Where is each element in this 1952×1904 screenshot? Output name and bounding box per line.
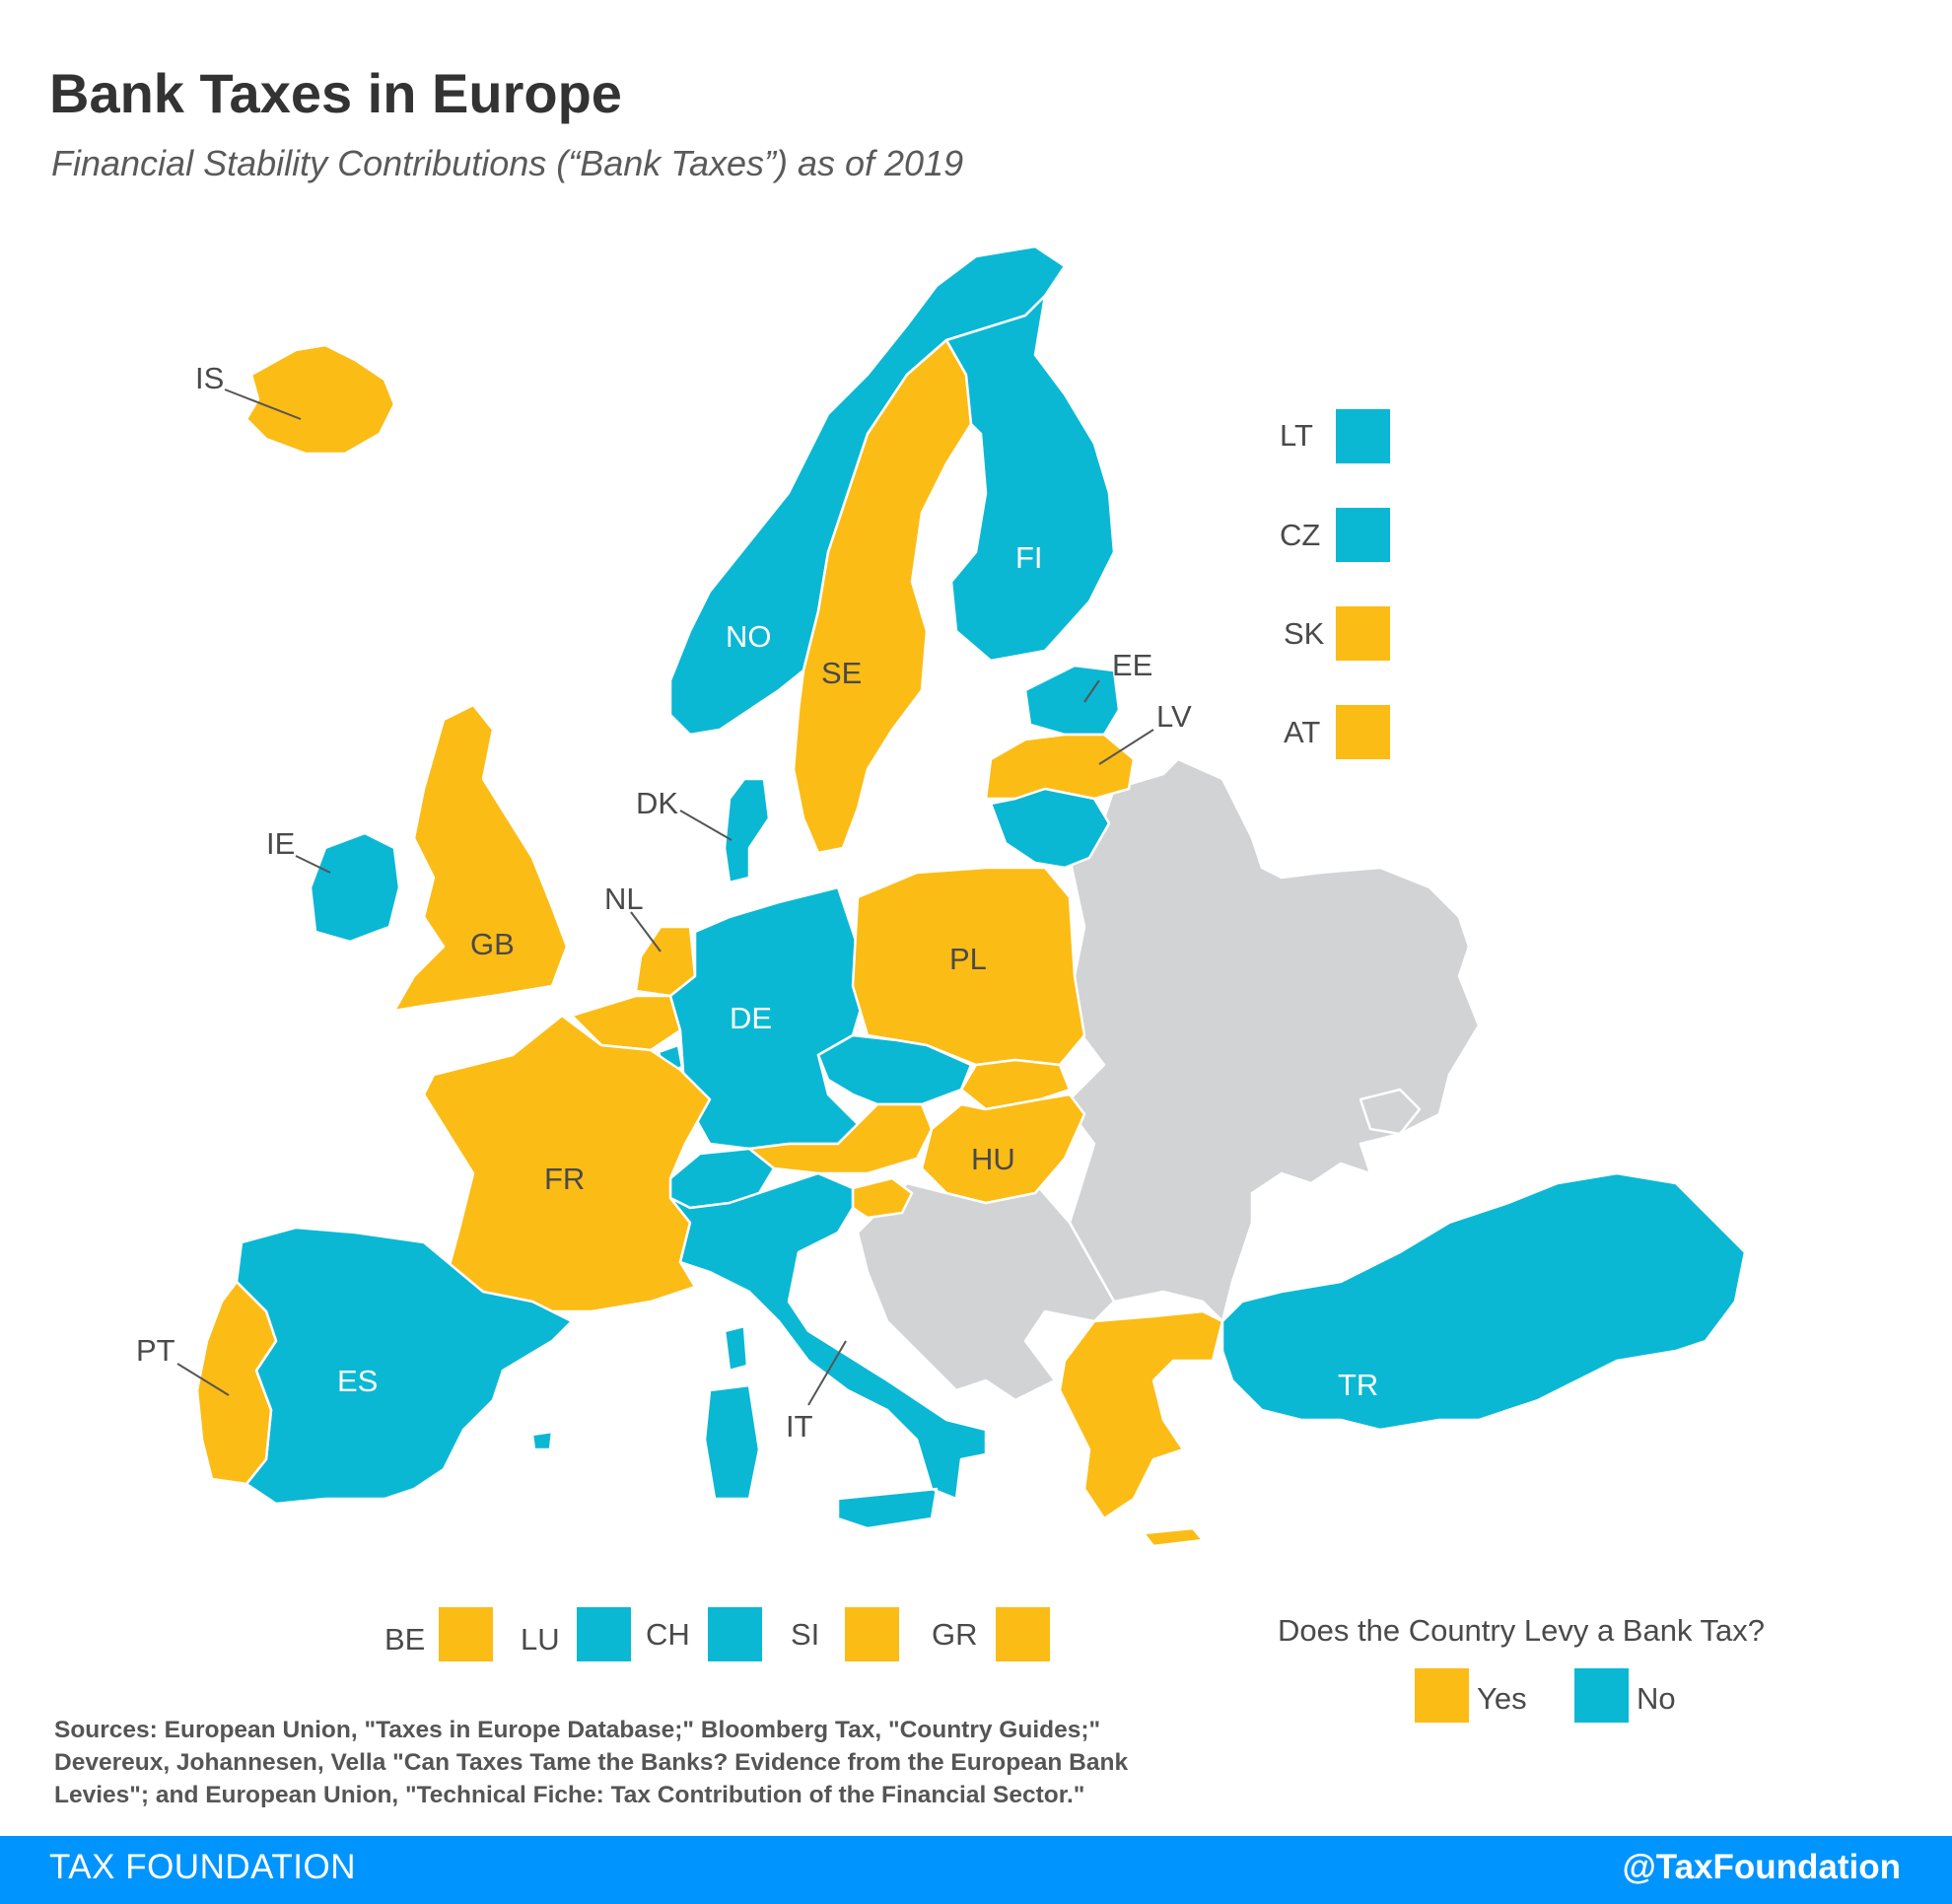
country-gr bbox=[1058, 1309, 1224, 1548]
leader-ie bbox=[295, 855, 331, 874]
key-swatch-lu bbox=[577, 1607, 631, 1661]
country-lv bbox=[984, 733, 1136, 801]
label-se: SE bbox=[821, 656, 862, 690]
country-fi bbox=[944, 294, 1116, 663]
key-swatch-be bbox=[439, 1607, 493, 1661]
key-label-be: BE bbox=[384, 1622, 425, 1657]
key-label-at: AT bbox=[1284, 715, 1320, 749]
country-is bbox=[244, 343, 396, 456]
country-ee bbox=[1023, 664, 1121, 737]
label-pt: PT bbox=[136, 1333, 175, 1368]
footer-org: TAX FOUNDATION bbox=[49, 1848, 356, 1886]
label-pl: PL bbox=[949, 942, 987, 976]
legend-yes-label: Yes bbox=[1477, 1681, 1527, 1716]
key-swatch-lt bbox=[1336, 409, 1390, 463]
region-other-east bbox=[1063, 757, 1481, 1323]
country-se bbox=[792, 338, 973, 855]
label-de: DE bbox=[730, 1001, 772, 1035]
country-hu bbox=[920, 1093, 1086, 1205]
label-ie: IE bbox=[266, 826, 295, 861]
key-swatch-sk bbox=[1336, 606, 1390, 661]
key-label-cz: CZ bbox=[1280, 518, 1320, 552]
label-lv: LV bbox=[1156, 699, 1192, 734]
label-gb: GB bbox=[470, 927, 515, 961]
label-fr: FR bbox=[544, 1162, 585, 1196]
label-no: NO bbox=[726, 619, 772, 654]
legend-title: Does the Country Levy a Bank Tax? bbox=[1278, 1613, 1765, 1648]
key-label-lu: LU bbox=[521, 1622, 560, 1657]
page-subtitle: Financial Stability Contributions (“Bank… bbox=[51, 143, 964, 183]
key-label-ch: CH bbox=[646, 1617, 690, 1652]
leader-ee bbox=[1083, 679, 1100, 703]
leader-it bbox=[807, 1340, 847, 1406]
footer-bar: TAX FOUNDATION @TaxFoundation bbox=[0, 1836, 1952, 1904]
sources-note: Sources: European Union, "Taxes in Europ… bbox=[54, 1717, 1129, 1808]
region-other-crimea bbox=[1359, 1088, 1422, 1136]
country-dk bbox=[723, 777, 771, 884]
country-fr bbox=[422, 1014, 712, 1313]
country-ie bbox=[309, 831, 401, 944]
key-label-lt: LT bbox=[1280, 418, 1313, 453]
key-label-sk: SK bbox=[1284, 616, 1325, 651]
country-si bbox=[851, 1176, 914, 1220]
key-swatch-at bbox=[1336, 705, 1390, 759]
label-fi: FI bbox=[1015, 540, 1043, 575]
leader-lv bbox=[1098, 729, 1154, 765]
legend-yes-swatch bbox=[1415, 1668, 1469, 1723]
footer-handle[interactable]: @TaxFoundation bbox=[1622, 1848, 1901, 1886]
country-at bbox=[747, 1102, 934, 1175]
key-swatch-gr bbox=[996, 1607, 1050, 1661]
country-lt bbox=[989, 787, 1111, 870]
country-tr bbox=[1220, 1171, 1747, 1432]
europe-map: IS NO SE FI EE LV DK IE GB NL DE PL FR H… bbox=[136, 245, 1747, 1723]
label-ee: EE bbox=[1112, 648, 1152, 682]
key-label-si: SI bbox=[791, 1617, 819, 1652]
key-swatch-ch bbox=[708, 1607, 762, 1661]
key-swatch-si bbox=[845, 1607, 899, 1661]
label-it: IT bbox=[786, 1409, 813, 1444]
leader-dk bbox=[679, 810, 732, 841]
key-label-gr: GR bbox=[932, 1617, 978, 1652]
label-es: ES bbox=[337, 1364, 378, 1398]
label-dk: DK bbox=[636, 786, 678, 820]
leader-is bbox=[224, 388, 302, 420]
label-nl: NL bbox=[604, 881, 644, 916]
label-hu: HU bbox=[971, 1142, 1015, 1176]
legend-no-label: No bbox=[1637, 1681, 1676, 1716]
page-title: Bank Taxes in Europe bbox=[49, 62, 622, 124]
leader-nl bbox=[630, 911, 662, 952]
country-pt bbox=[195, 1280, 278, 1486]
label-tr: TR bbox=[1338, 1368, 1378, 1402]
key-swatch-cz bbox=[1336, 508, 1390, 562]
country-gb bbox=[392, 703, 569, 1013]
legend-no-swatch bbox=[1574, 1668, 1629, 1723]
leader-pt bbox=[176, 1363, 230, 1396]
country-it bbox=[668, 1171, 988, 1530]
label-is: IS bbox=[195, 361, 224, 395]
